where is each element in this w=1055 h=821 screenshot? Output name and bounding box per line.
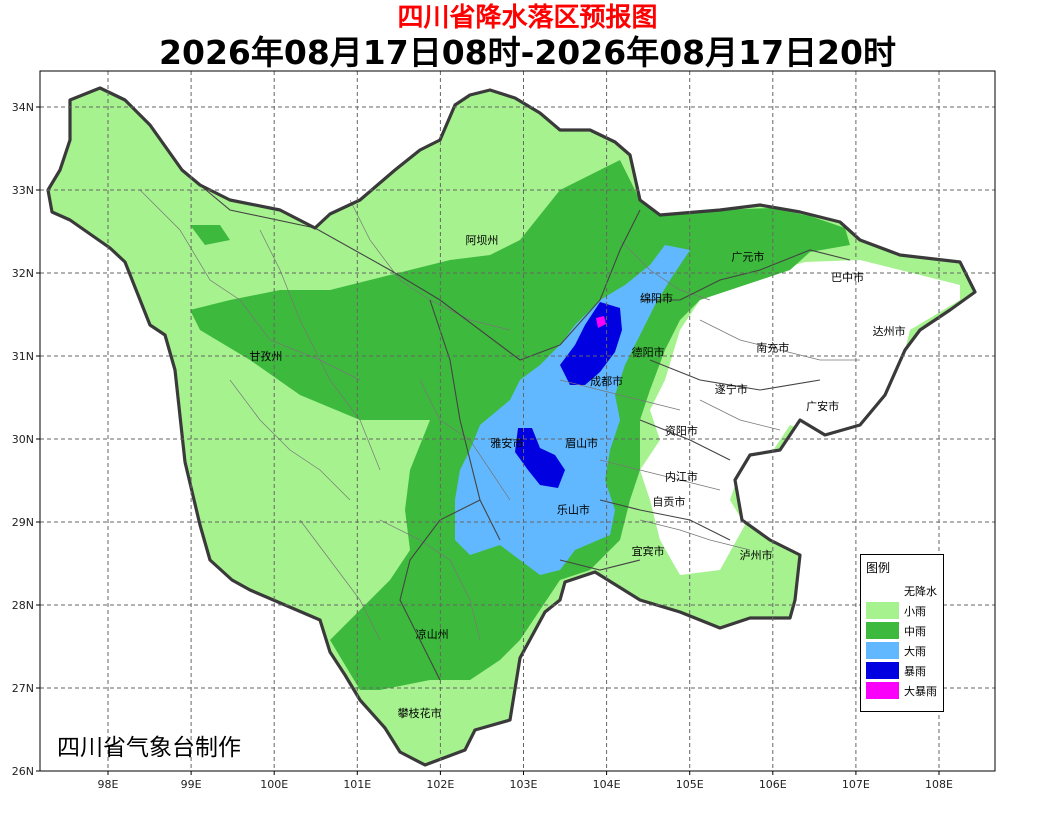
legend-swatch xyxy=(866,582,899,599)
legend-label: 暴雨 xyxy=(904,665,926,678)
lat-tick-label: 31N xyxy=(12,350,34,363)
map-frame xyxy=(39,70,996,772)
city-label: 巴中市 xyxy=(831,270,864,284)
no-rain-area xyxy=(640,260,960,575)
city-label: 甘孜州 xyxy=(249,349,282,363)
rainstorm-area xyxy=(515,302,622,488)
city-label: 广元市 xyxy=(731,249,764,263)
city-label: 宜宾市 xyxy=(632,544,665,558)
forecast-period: 2026年08月17日08时-2026年08月17日20时 xyxy=(159,33,896,72)
legend-label: 小雨 xyxy=(904,605,926,618)
legend-label: 大雨 xyxy=(904,645,926,658)
lat-tick-label: 26N xyxy=(12,765,34,778)
legend-title: 图例 xyxy=(866,561,891,575)
lon-tick-label: 105E xyxy=(676,778,704,791)
province-border xyxy=(46,86,977,767)
lon-tick-label: 103E xyxy=(510,778,538,791)
map-title: 四川省降水落区预报图 xyxy=(397,3,658,33)
lon-tick-label: 102E xyxy=(426,778,454,791)
lon-tick-label: 101E xyxy=(343,778,371,791)
lon-tick-label: 106E xyxy=(759,778,787,791)
lon-tick-label: 107E xyxy=(842,778,870,791)
city-label: 凉山州 xyxy=(416,627,449,641)
legend-swatch xyxy=(866,642,899,659)
legend-item-moderate-rain: 中雨 xyxy=(866,621,942,640)
city-label: 广安市 xyxy=(806,399,839,413)
heavy-rain-area xyxy=(455,245,690,575)
legend-swatch xyxy=(866,622,899,639)
city-label: 达州市 xyxy=(873,324,906,338)
lon-tick-label: 99E xyxy=(181,778,202,791)
legend-label: 大暴雨 xyxy=(904,685,937,698)
city-label: 泸州市 xyxy=(740,548,773,562)
legend-label: 中雨 xyxy=(904,625,926,638)
legend-swatch xyxy=(866,682,899,699)
city-label: 阿坝州 xyxy=(465,233,498,247)
lon-tick-label: 100E xyxy=(260,778,288,791)
city-label: 绵阳市 xyxy=(640,291,673,305)
heavy-rainstorm-area xyxy=(596,316,606,328)
lat-tick-label: 33N xyxy=(12,184,34,197)
city-label: 内江市 xyxy=(665,469,698,483)
city-label: 资阳市 xyxy=(665,424,698,438)
lon-tick-label: 98E xyxy=(98,778,119,791)
legend-swatch xyxy=(866,662,899,679)
lat-tick-label: 29N xyxy=(12,516,34,529)
legend-item-heavy-rain: 大雨 xyxy=(866,641,942,660)
city-label: 南充市 xyxy=(756,341,789,355)
legend-label: 无降水 xyxy=(904,585,937,598)
producer-credit: 四川省气象台制作 xyxy=(57,735,241,761)
city-label: 乐山市 xyxy=(557,503,590,517)
lat-tick-label: 28N xyxy=(12,599,34,612)
lon-tick-label: 108E xyxy=(925,778,953,791)
city-label: 雅安市 xyxy=(490,436,523,450)
city-label: 攀枝花市 xyxy=(398,706,442,720)
legend-item-light-rain: 小雨 xyxy=(866,601,942,620)
lat-tick-label: 32N xyxy=(12,267,34,280)
lon-tick-label: 104E xyxy=(593,778,621,791)
county-boundaries xyxy=(139,189,860,641)
legend-item-no-rain: 无降水 xyxy=(866,581,942,600)
legend-swatch xyxy=(866,602,899,619)
city-label: 遂宁市 xyxy=(715,382,748,396)
legend-item-heavy-rainstorm: 大暴雨 xyxy=(866,681,942,700)
prefecture-boundaries xyxy=(181,169,851,681)
city-label: 眉山市 xyxy=(565,436,598,450)
legend-item-rainstorm: 暴雨 xyxy=(866,661,942,680)
lat-tick-label: 34N xyxy=(12,101,34,114)
legend: 图例 无降水 小雨 中雨 大雨 暴雨 大暴雨 xyxy=(860,554,944,712)
lat-tick-label: 30N xyxy=(12,433,34,446)
city-label: 自贡市 xyxy=(652,494,685,508)
city-label: 德阳市 xyxy=(632,345,665,359)
axis-tick-labels: 34N 33N 32N 31N 30N 29N 28N 27N 26N 98E 99E 100E 101… xyxy=(12,101,953,791)
city-label: 成都市 xyxy=(590,374,623,388)
lat-tick-label: 27N xyxy=(12,682,34,695)
